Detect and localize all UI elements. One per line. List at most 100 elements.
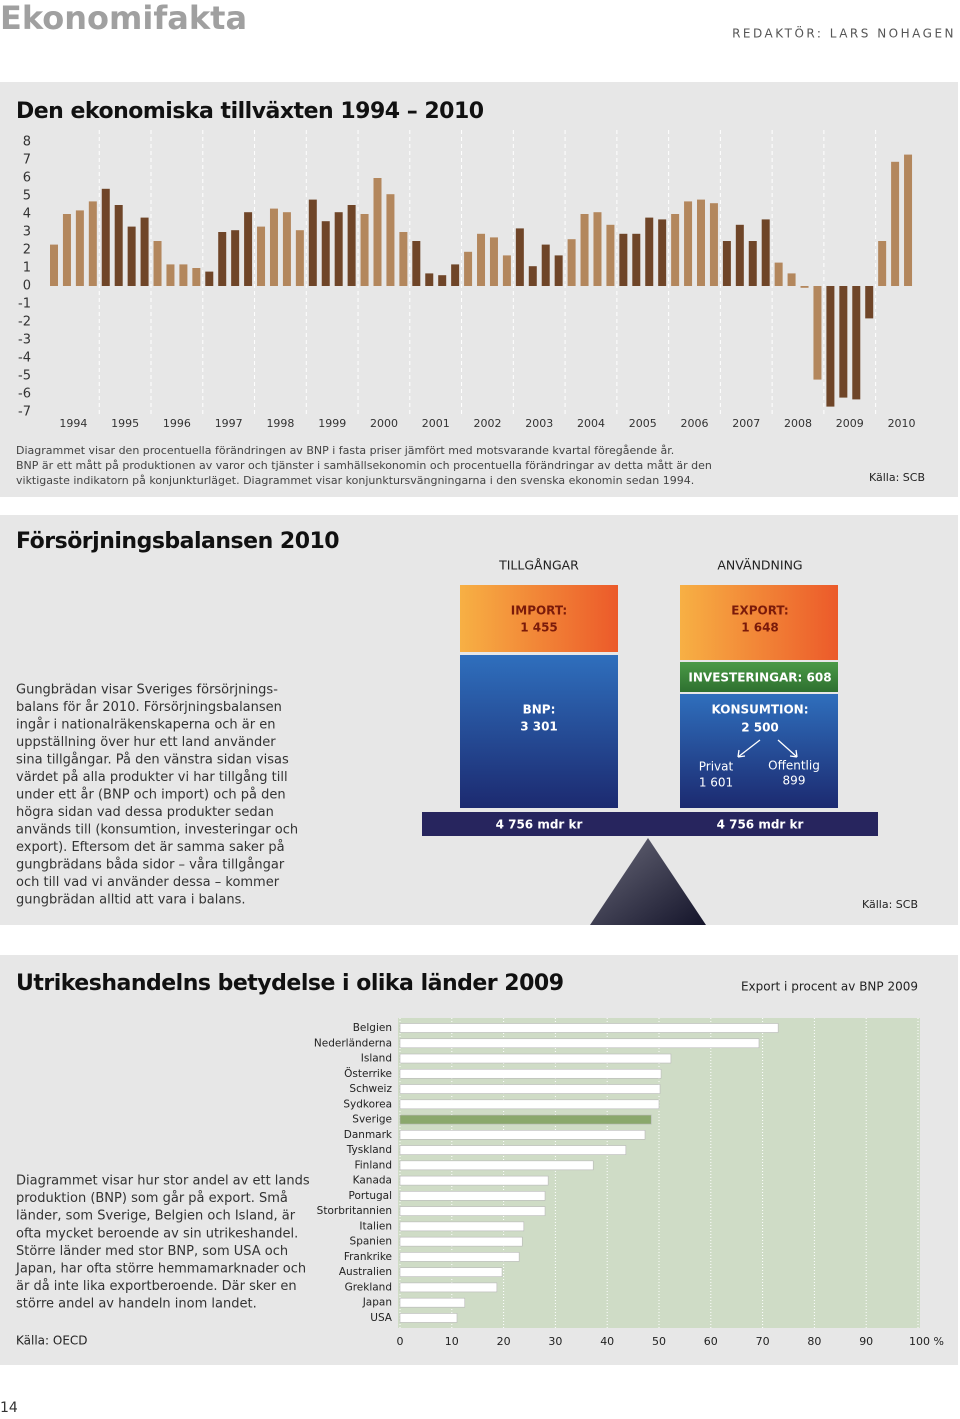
x-tick-label: 1999 <box>318 417 346 430</box>
y-tick-label: 0 <box>23 279 31 294</box>
bar <box>399 1053 672 1064</box>
export-box <box>680 585 838 660</box>
bar <box>399 1114 652 1125</box>
y-tick-label: Japan <box>362 1297 392 1309</box>
bar <box>399 1191 546 1201</box>
y-tick-label: USA <box>370 1312 393 1324</box>
note: ofta mycket beroende av sin utrikeshande… <box>16 1226 298 1241</box>
bar <box>489 237 498 286</box>
investment: INVESTERINGAR: 608 <box>688 671 831 685</box>
note: Diagrammet visar hur stor andel av ett l… <box>16 1174 310 1189</box>
note: högra sidan vad dessa produkter sedan <box>16 805 274 820</box>
y-tick-label: Tyskland <box>346 1144 392 1156</box>
y-tick-label: 1 <box>23 261 31 276</box>
bar <box>580 214 589 286</box>
bar <box>399 1145 627 1155</box>
bar <box>541 244 550 286</box>
bar <box>399 1130 646 1140</box>
bar <box>774 262 783 286</box>
x-tick-label: 2002 <box>473 417 501 430</box>
bnp-box <box>460 655 618 808</box>
y-tick-label: -5 <box>18 369 31 384</box>
bar <box>438 275 447 286</box>
consumption-label: KONSUMTION: <box>711 703 808 717</box>
bar <box>295 230 304 286</box>
beam <box>422 812 878 836</box>
bar <box>386 194 395 286</box>
y-tick-label: Portugal <box>349 1190 393 1202</box>
y-tick-label: -7 <box>18 405 31 420</box>
y-tick-label: 4 <box>23 207 31 222</box>
x-tick-label: 1997 <box>215 417 243 430</box>
bar <box>787 273 796 286</box>
bar <box>399 1068 662 1079</box>
consumption-value: 2 500 <box>741 721 779 735</box>
note: Japan, har ofta större hemmamarknader oc… <box>15 1262 306 1277</box>
public-label: Offentlig <box>768 759 820 773</box>
bar <box>399 1099 660 1110</box>
bar <box>88 201 97 286</box>
y-tick-label: Italien <box>359 1220 392 1232</box>
bar <box>502 255 511 286</box>
bar <box>127 226 136 286</box>
note: är då inte lika exportberoende. Där sker… <box>16 1279 297 1294</box>
bar <box>709 203 718 286</box>
bar <box>528 266 537 286</box>
note: används till (konsumtion, investeringar … <box>16 823 298 838</box>
x-tick-label: 2003 <box>525 417 553 430</box>
y-tick-label: Kanada <box>353 1175 392 1187</box>
bar <box>244 212 253 286</box>
bar <box>399 1297 466 1308</box>
y-tick-label: Schweiz <box>349 1083 392 1095</box>
page-number: 14 <box>0 1400 18 1416</box>
x-tick-label: 1998 <box>266 417 294 430</box>
y-tick-label: 3 <box>23 225 31 240</box>
bar <box>75 210 84 286</box>
bar <box>813 286 822 380</box>
right-heading: ANVÄNDNING <box>717 558 802 573</box>
note: export). Eftersom det är samma saker på <box>16 840 285 855</box>
bar <box>179 264 188 286</box>
bar <box>412 241 421 286</box>
public-value: 899 <box>783 774 806 788</box>
x-tick-label: 10 <box>445 1335 459 1348</box>
bar <box>399 1023 779 1033</box>
y-tick-label: Grekland <box>345 1281 392 1293</box>
bar <box>399 1206 546 1216</box>
x-tick-label: 30 <box>548 1335 562 1348</box>
y-tick-label: 7 <box>23 153 31 168</box>
bar <box>399 1160 594 1171</box>
bar <box>399 232 408 286</box>
bar <box>231 230 240 286</box>
note: BNP är ett mått på produktionen av varor… <box>16 459 712 472</box>
investment-box <box>680 662 838 692</box>
bar <box>50 244 58 286</box>
x-tick-label: 60 <box>704 1335 718 1348</box>
x-tick-label: 2000 <box>370 417 398 430</box>
chart-title: Den ekonomiska tillväxten 1994 – 2010 <box>16 99 484 124</box>
x-tick-label: 1994 <box>59 417 87 430</box>
y-tick-label: 8 <box>23 135 31 150</box>
x-tick-label: 2005 <box>629 417 657 430</box>
bar <box>334 212 343 286</box>
note: värdet på alla produkter vi har tillgång… <box>16 770 288 785</box>
bar <box>399 1313 458 1323</box>
note: Större länder med stor BNP, som USA och <box>16 1244 288 1259</box>
bar <box>684 201 693 286</box>
y-tick-label: Storbritannien <box>317 1205 392 1217</box>
bar <box>904 154 913 286</box>
x-tick-label: 50 <box>652 1335 666 1348</box>
bar <box>399 1282 498 1293</box>
y-tick-label: 6 <box>23 171 31 186</box>
note: under ett år (BNP och import) och på den <box>16 788 286 803</box>
panel <box>0 82 958 497</box>
private-label: Privat <box>699 760 734 774</box>
bar <box>269 208 278 286</box>
bar <box>826 286 835 407</box>
bar <box>852 286 861 400</box>
bar <box>140 217 149 286</box>
bar <box>218 232 227 286</box>
note: balans för år 2010. Försörjningsbalansen <box>16 700 282 715</box>
private-value: 1 601 <box>699 776 733 790</box>
